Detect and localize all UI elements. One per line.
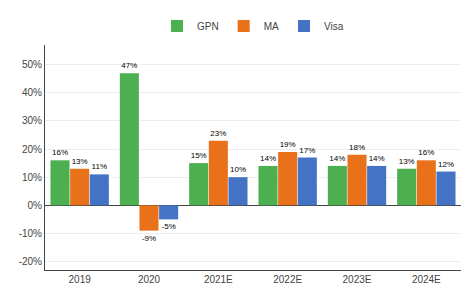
svg-text:13%: 13%: [72, 157, 88, 166]
svg-text:-5%: -5%: [162, 222, 176, 231]
svg-text:-10%: -10%: [19, 228, 42, 239]
svg-text:50%: 50%: [22, 59, 42, 70]
svg-text:13%: 13%: [399, 157, 415, 166]
svg-text:GPN: GPN: [197, 21, 219, 32]
svg-text:2023E: 2023E: [343, 274, 372, 285]
svg-text:17%: 17%: [299, 146, 315, 155]
svg-text:12%: 12%: [438, 160, 454, 169]
svg-text:0%: 0%: [28, 200, 43, 211]
svg-text:2024E: 2024E: [412, 274, 441, 285]
svg-text:2022E: 2022E: [273, 274, 302, 285]
svg-text:20%: 20%: [22, 144, 42, 155]
svg-text:-9%: -9%: [142, 234, 156, 243]
svg-text:10%: 10%: [230, 165, 246, 174]
svg-text:MA: MA: [264, 21, 279, 32]
svg-text:14%: 14%: [369, 154, 385, 163]
svg-text:23%: 23%: [210, 129, 226, 138]
svg-text:14%: 14%: [329, 154, 345, 163]
svg-text:16%: 16%: [418, 148, 434, 157]
svg-text:15%: 15%: [191, 151, 207, 160]
svg-text:Visa: Visa: [324, 21, 344, 32]
svg-text:30%: 30%: [22, 115, 42, 126]
svg-text:40%: 40%: [22, 87, 42, 98]
svg-text:-20%: -20%: [19, 256, 42, 267]
svg-text:2021E: 2021E: [204, 274, 233, 285]
svg-text:16%: 16%: [52, 148, 68, 157]
svg-text:2019: 2019: [69, 274, 92, 285]
svg-text:19%: 19%: [280, 140, 296, 149]
svg-text:2020: 2020: [138, 274, 161, 285]
svg-text:10%: 10%: [22, 172, 42, 183]
svg-text:14%: 14%: [260, 154, 276, 163]
svg-text:47%: 47%: [121, 61, 137, 70]
svg-text:18%: 18%: [349, 143, 365, 152]
svg-text:11%: 11%: [92, 162, 107, 171]
